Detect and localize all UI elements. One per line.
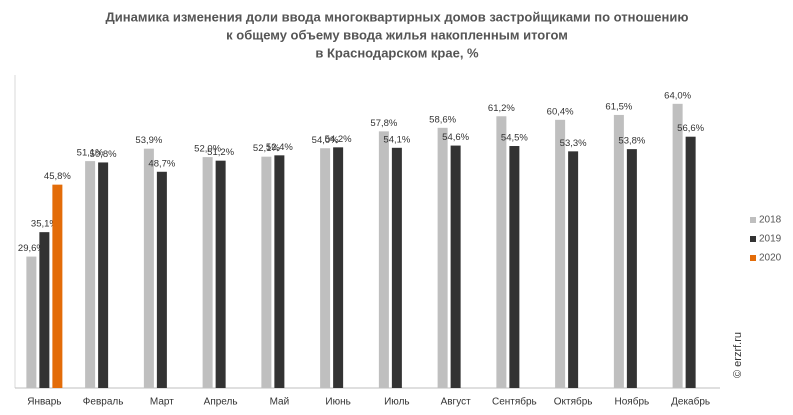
data-label: 45,8% [44,171,71,182]
bar [274,155,285,388]
data-label: 53,3% [560,138,587,149]
x-tick-label: Сентябрь [492,396,537,408]
x-tick-label: Октябрь [554,396,593,408]
data-label: 50,8% [90,149,117,160]
legend-swatch [750,217,756,223]
bar [143,148,154,388]
chart-title: Динамика изменения доли ввода многокварт… [106,9,689,24]
chart-title: к общему объему ввода жилья накопленным … [226,27,568,42]
x-tick-label: Январь [27,397,61,408]
bar [378,131,389,389]
x-tick-label: Май [270,397,290,408]
bar [98,162,109,388]
bar [85,161,96,388]
bar [391,147,402,388]
data-label: 35,1% [31,219,58,230]
x-tick-label: Июль [384,397,410,408]
legend-label: 2018 [759,215,782,226]
data-label: 57,8% [370,118,397,129]
data-label: 54,5% [501,133,528,144]
chart-title: в Краснодарском крае, % [315,45,479,60]
data-label: 51,2% [207,147,234,158]
bar [555,119,566,388]
data-label: 64,0% [664,90,691,101]
bar [450,145,461,388]
legend-label: 2020 [759,253,782,264]
data-label: 52,0% [194,144,221,155]
bar [496,116,507,388]
data-label: 48,7% [148,158,175,169]
bar [626,149,637,388]
x-tick-label: Март [150,397,174,408]
bar [261,156,272,388]
data-label: 54,2% [325,134,352,145]
data-label: 54,1% [383,134,410,145]
legend-label: 2019 [759,234,782,245]
data-label: 58,6% [429,114,456,125]
bar [52,184,63,388]
x-tick-label: Июнь [325,397,350,408]
bar [685,136,696,388]
x-tick-label: Апрель [204,397,238,408]
data-label: 51,1% [77,148,104,159]
data-label: 52,4% [266,142,293,153]
bar [333,147,344,388]
bar [215,160,226,388]
data-label: 29,6% [18,243,45,254]
bar [613,114,624,388]
data-label: 61,2% [488,103,515,114]
data-label: 53,9% [135,135,162,146]
bar [39,232,50,388]
x-tick-label: Август [441,397,472,408]
watermark: © erzrf.ru [732,332,744,378]
x-tick-label: Ноябрь [615,396,650,408]
bar [672,103,683,388]
bar [202,157,213,388]
legend-swatch [750,255,756,261]
x-tick-label: Декабрь [671,396,710,408]
data-label: 52,1% [253,143,280,154]
data-label: 56,6% [677,123,704,134]
data-label: 53,8% [618,136,645,147]
bar [509,146,520,388]
x-tick-label: Февраль [83,397,124,408]
bar [568,151,579,388]
bar [320,148,331,388]
data-label: 54,0% [312,135,339,146]
bar [437,127,448,388]
bar [156,171,167,388]
legend-swatch [750,236,756,242]
data-label: 60,4% [547,106,574,117]
bar [26,256,37,388]
data-label: 54,6% [442,132,469,143]
data-label: 61,5% [605,101,632,112]
